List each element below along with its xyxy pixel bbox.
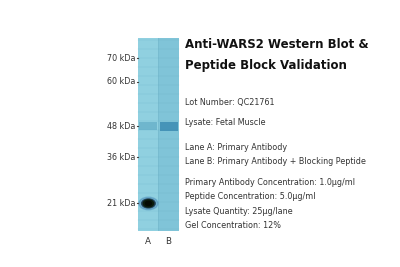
Text: B: B — [166, 237, 172, 246]
Text: 48 kDa: 48 kDa — [108, 122, 136, 131]
Circle shape — [145, 201, 152, 206]
Text: Lane A: Primary Antibody: Lane A: Primary Antibody — [185, 143, 287, 152]
Text: Peptide Block Validation: Peptide Block Validation — [185, 59, 347, 72]
Text: Lot Number: QC21761: Lot Number: QC21761 — [185, 98, 274, 107]
Bar — [160, 122, 178, 131]
Text: Lysate: Fetal Muscle: Lysate: Fetal Muscle — [185, 118, 265, 127]
Bar — [138, 38, 158, 231]
Text: 70 kDa: 70 kDa — [107, 54, 136, 63]
Text: Gel Concentration: 12%: Gel Concentration: 12% — [185, 221, 281, 230]
Text: Peptide Concentration: 5.0μg/ml: Peptide Concentration: 5.0μg/ml — [185, 193, 315, 201]
Bar — [139, 123, 157, 130]
Text: 36 kDa: 36 kDa — [108, 152, 136, 162]
Text: Lysate Quantity: 25μg/lane: Lysate Quantity: 25μg/lane — [185, 207, 292, 216]
Bar — [138, 38, 179, 231]
Text: Primary Antibody Concentration: 1.0μg/ml: Primary Antibody Concentration: 1.0μg/ml — [185, 178, 355, 187]
Circle shape — [139, 197, 158, 210]
Bar — [160, 38, 179, 231]
Circle shape — [142, 199, 155, 208]
Text: Anti-WARS2 Western Blot &: Anti-WARS2 Western Blot & — [185, 38, 368, 51]
Text: 60 kDa: 60 kDa — [108, 77, 136, 86]
Text: 21 kDa: 21 kDa — [107, 199, 136, 208]
Circle shape — [143, 200, 154, 207]
Text: Lane B: Primary Antibody + Blocking Peptide: Lane B: Primary Antibody + Blocking Pept… — [185, 158, 366, 166]
Text: A: A — [146, 237, 152, 246]
